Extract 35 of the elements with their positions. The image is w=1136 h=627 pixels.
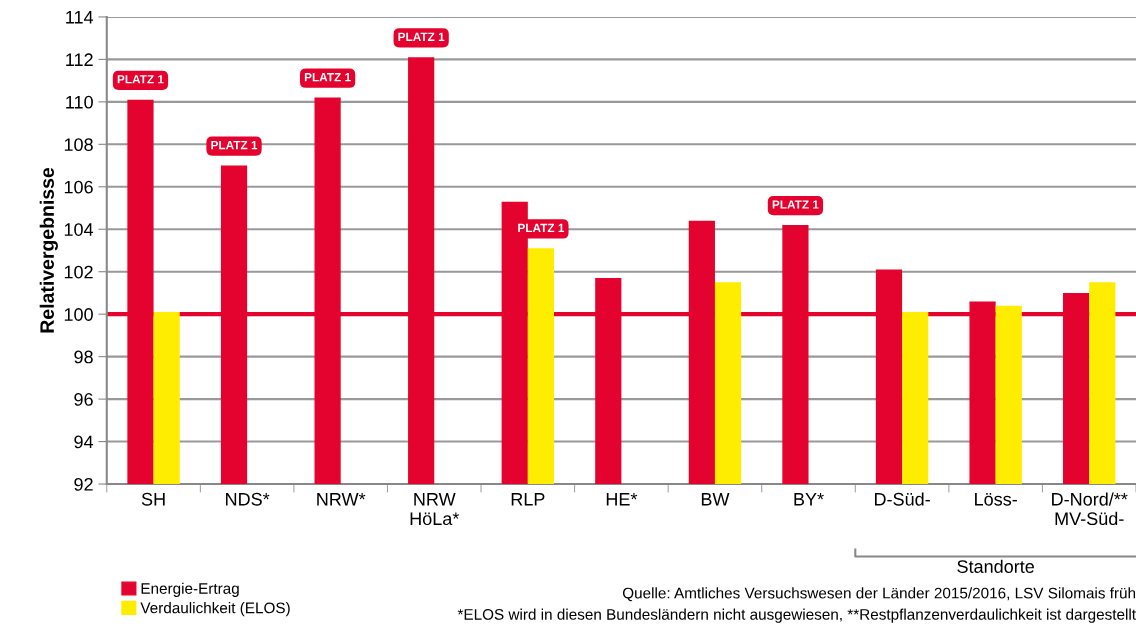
x-tick-label: SH <box>141 492 165 506</box>
x-tick-label: RLP <box>511 493 545 506</box>
y-tick-label: 96 <box>74 393 93 406</box>
y-tick-label: 106 <box>64 180 93 194</box>
y-tick-label: 98 <box>74 350 93 364</box>
y-tick-label: 102 <box>64 265 93 279</box>
y-tick-label: 94 <box>74 435 94 449</box>
y-tick-label: 110 <box>66 95 93 109</box>
x-tick-label: HE* <box>606 493 638 506</box>
x-tick-label: D-Süd- <box>874 492 930 506</box>
x-tick-label: NRW HöLa* <box>410 493 460 526</box>
y-axis-title: Relativergebnisse <box>39 167 58 333</box>
x-tick-label: Löss- <box>975 493 1017 506</box>
x-tick-label: D-Nord/** MV-Süd- <box>1052 492 1128 526</box>
annotation: PLATZ 1 <box>398 32 445 41</box>
text: Standorte <box>957 559 1034 573</box>
annotation: PLATZ 1 <box>117 75 164 84</box>
y-tick-label: 104 <box>64 223 94 236</box>
legend-label: Energie-Ertrag <box>141 582 239 597</box>
source-note: Quelle: Amtliches Versuchswesen der Länder 2015/2016, LSV Silomais früh <box>622 587 1136 602</box>
annotation: PLATZ 1 <box>304 73 351 82</box>
y-tick-label: 112 <box>66 53 93 66</box>
annotation: PLATZ 1 <box>772 200 819 209</box>
y-tick-label: 92 <box>74 477 93 491</box>
annotation: PLATZ 1 <box>518 223 565 232</box>
y-tick-label: 108 <box>64 138 93 152</box>
x-tick-label: NDS* <box>226 492 270 506</box>
x-tick-label: BW <box>701 493 730 506</box>
legend-label: Verdaulichkeit (ELOS) <box>140 602 290 617</box>
text: *ELOS wird in diesen Bundesländern nicht ausgewiesen, **Restpflanzenverdaulichkeit ist dargestellt <box>457 608 1136 623</box>
x-tick-label: NRW* <box>317 493 366 506</box>
annotation: PLATZ 1 <box>211 141 258 150</box>
x-tick-label: BY* <box>794 493 824 506</box>
y-tick-label: 114 <box>66 11 94 24</box>
y-tick-label: 100 <box>64 308 93 321</box>
